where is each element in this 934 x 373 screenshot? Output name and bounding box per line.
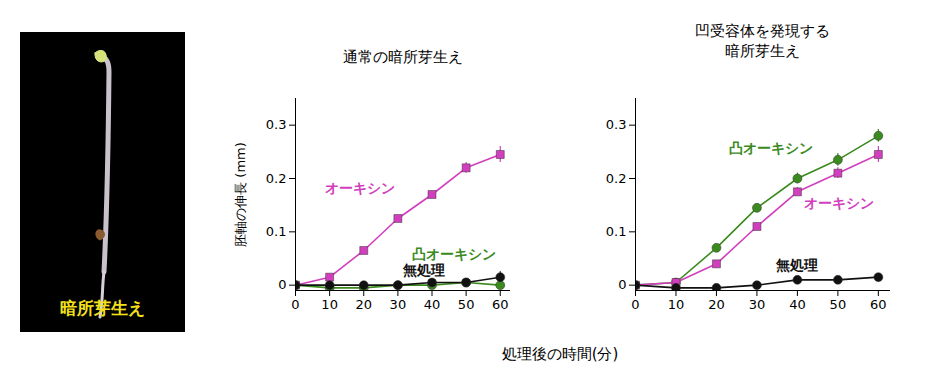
svg-text:60: 60 xyxy=(870,297,887,312)
svg-text:0.1: 0.1 xyxy=(606,224,627,239)
svg-text:50: 50 xyxy=(830,297,847,312)
svg-text:胚軸の伸長 (mm): 胚軸の伸長 (mm) xyxy=(233,142,248,247)
svg-text:0: 0 xyxy=(631,297,639,312)
svg-text:オーキシン: オーキシン xyxy=(804,195,874,211)
svg-text:無処理: 無処理 xyxy=(402,262,445,278)
svg-text:20: 20 xyxy=(708,297,725,312)
svg-text:50: 50 xyxy=(458,297,475,312)
html-text:暗所芽生え: 暗所芽生え xyxy=(60,298,145,318)
svg-text:凸オーキシン: 凸オーキシン xyxy=(729,140,813,156)
svg-text:0: 0 xyxy=(291,297,299,312)
svg-text:凸オーキシン: 凸オーキシン xyxy=(412,246,496,262)
svg-text:30: 30 xyxy=(749,297,766,312)
svg-text:0.1: 0.1 xyxy=(266,224,287,239)
svg-text:40: 40 xyxy=(789,297,806,312)
svg-text:0.2: 0.2 xyxy=(606,171,627,186)
svg-text:0.3: 0.3 xyxy=(266,117,287,132)
svg-text:0: 0 xyxy=(278,277,286,292)
svg-text:30: 30 xyxy=(390,297,407,312)
svg-text:40: 40 xyxy=(424,297,441,312)
html-text:処理後の時間(分): 処理後の時間(分) xyxy=(501,345,619,363)
svg-text:0.2: 0.2 xyxy=(266,171,287,186)
svg-text:オーキシン: オーキシン xyxy=(325,180,395,196)
html-text:通常の暗所芽生え: 通常の暗所芽生え xyxy=(342,48,463,66)
html-text:凹受容体を発現する 暗所芽生え: 凹受容体を発現する 暗所芽生え xyxy=(695,22,830,60)
svg-text:0: 0 xyxy=(618,277,626,292)
svg-text:無処理: 無処理 xyxy=(775,257,818,273)
svg-text:10: 10 xyxy=(321,297,338,312)
svg-text:20: 20 xyxy=(355,297,372,312)
svg-text:10: 10 xyxy=(668,297,685,312)
svg-text:0.3: 0.3 xyxy=(606,117,627,132)
svg-text:60: 60 xyxy=(492,297,509,312)
